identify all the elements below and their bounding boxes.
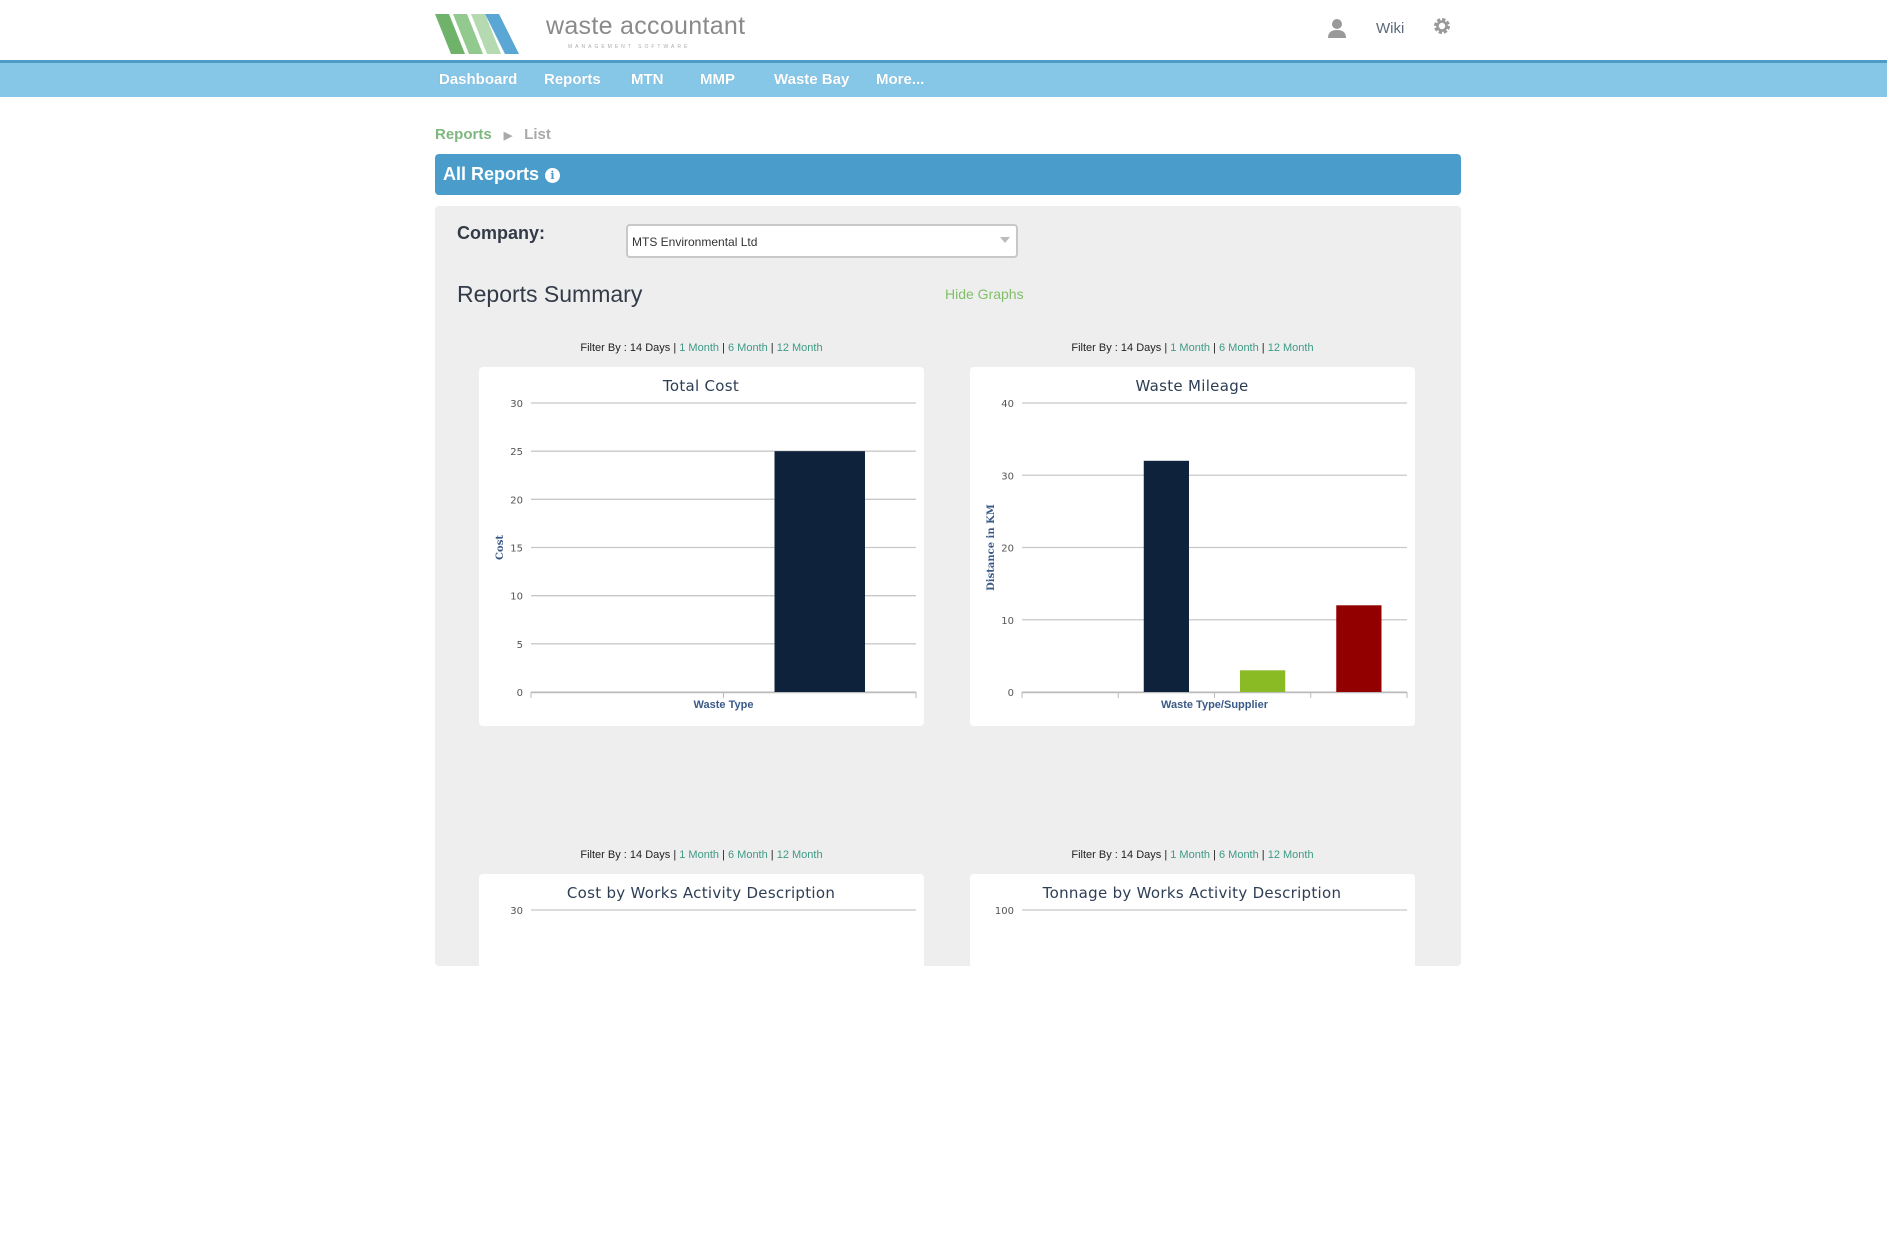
- filter-option[interactable]: 1 Month: [679, 342, 719, 354]
- main-nav: Dashboard Reports MTN MMP Waste Bay More…: [0, 60, 1887, 97]
- filter-14-days[interactable]: 14 Days: [1120, 849, 1162, 861]
- wiki-link[interactable]: Wiki: [1376, 20, 1405, 37]
- chart-card: Waste Mileage 0 10 20 30 40 Waste Type/Supplie…: [970, 367, 1415, 726]
- gear-icon[interactable]: [1433, 17, 1451, 35]
- filter-bar: Filter By : 14 Days | 1 Month | 6 Month …: [580, 342, 823, 354]
- bar: [1240, 670, 1286, 692]
- breadcrumb-reports[interactable]: Reports: [435, 126, 492, 143]
- y-tick-label: 30: [1001, 471, 1014, 482]
- chevron-down-icon: [1000, 237, 1010, 243]
- hide-graphs-link[interactable]: Hide Graphs: [945, 286, 1024, 302]
- breadcrumb: Reports ▶ List: [435, 126, 551, 143]
- chart-title: Cost by Works Activity Description: [567, 884, 835, 902]
- chart: Waste Mileage 0 10 20 30 40 Waste Type/Supplie…: [986, 377, 1408, 711]
- bar: [774, 451, 865, 692]
- company-select[interactable]: MTS Environmental Ltd: [626, 224, 1018, 258]
- logo[interactable]: [435, 14, 529, 54]
- y-tick-label: 0: [517, 688, 523, 699]
- filter-option[interactable]: 12 Month: [776, 849, 823, 861]
- y-tick-label: 5: [517, 640, 523, 651]
- breadcrumb-arrow-icon: ▶: [503, 130, 513, 142]
- filter-prefix: Filter By :: [1071, 342, 1118, 354]
- brand-subtitle: MANAGEMENT SOFTWARE: [568, 44, 691, 50]
- section-title: All Reports: [443, 164, 540, 184]
- summary-title: Reports Summary: [457, 281, 643, 307]
- chart-card: Cost by Works Activity Description 30: [479, 874, 924, 1233]
- filter-prefix: Filter By :: [1071, 849, 1118, 861]
- filter-option[interactable]: 6 Month: [1218, 342, 1259, 354]
- chart: Total Cost 0 5 10 15 20 25 30 Waste Type Cost: [495, 377, 917, 711]
- chart-title: Waste Mileage: [1135, 377, 1248, 395]
- y-tick-label: 25: [510, 447, 523, 458]
- nav-more[interactable]: More...: [876, 71, 925, 88]
- filter-bar: Filter By : 14 Days | 1 Month | 6 Month …: [1071, 849, 1314, 861]
- user-icon[interactable]: [1327, 18, 1347, 38]
- filter-bar: Filter By : 14 Days | 1 Month | 6 Month …: [580, 849, 823, 861]
- filter-option[interactable]: 12 Month: [1267, 849, 1314, 861]
- chart: Cost by Works Activity Description 30: [510, 884, 916, 917]
- breadcrumb-current: List: [524, 126, 551, 143]
- y-axis-label: Cost: [495, 535, 506, 560]
- filter-prefix: Filter By :: [580, 849, 627, 861]
- nav-mmp[interactable]: MMP: [700, 71, 735, 88]
- y-tick-label: 10: [510, 592, 523, 603]
- y-tick-label: 0: [1008, 688, 1014, 699]
- y-axis-label: Distance in KM: [986, 504, 997, 591]
- bar: [1336, 605, 1382, 692]
- filter-14-days[interactable]: 14 Days: [629, 342, 671, 354]
- chart-title: Total Cost: [662, 377, 739, 395]
- y-tick-label: 30: [510, 906, 523, 917]
- nav-reports[interactable]: Reports: [544, 71, 601, 88]
- filter-14-days[interactable]: 14 Days: [629, 849, 671, 861]
- y-tick-label: 100: [995, 906, 1014, 917]
- header: waste accountant MANAGEMENT SOFTWARE Wik…: [0, 0, 1887, 60]
- filter-option[interactable]: 1 Month: [1170, 342, 1210, 354]
- filter-option[interactable]: 1 Month: [1170, 849, 1210, 861]
- nav-dashboard[interactable]: Dashboard: [439, 71, 518, 88]
- chart-card: Total Cost 0 5 10 15 20 25 30 Waste Type Cost: [479, 367, 924, 726]
- info-icon[interactable]: i: [545, 168, 561, 183]
- filter-option[interactable]: 6 Month: [727, 342, 768, 354]
- filter-bar: Filter By : 14 Days | 1 Month | 6 Month …: [1071, 342, 1314, 354]
- company-label: Company:: [457, 223, 546, 243]
- nav-mtn[interactable]: MTN: [631, 71, 664, 88]
- y-tick-label: 20: [1001, 544, 1014, 555]
- company-value: MTS Environmental Ltd: [632, 235, 758, 249]
- y-tick-label: 30: [510, 399, 523, 410]
- filter-option[interactable]: 12 Month: [776, 342, 823, 354]
- filter-option[interactable]: 1 Month: [679, 849, 719, 861]
- y-tick-label: 10: [1001, 616, 1014, 627]
- y-tick-label: 40: [1001, 399, 1014, 410]
- y-tick-label: 20: [510, 495, 523, 506]
- x-axis-label: Waste Type: [694, 699, 754, 711]
- filter-option[interactable]: 12 Month: [1267, 342, 1314, 354]
- bar: [1143, 460, 1189, 692]
- section-header: All Reports i: [435, 154, 1461, 195]
- filter-prefix: Filter By :: [580, 342, 627, 354]
- brand-name: waste accountant: [546, 12, 746, 40]
- filter-option[interactable]: 6 Month: [1218, 849, 1259, 861]
- chart-title: Tonnage by Works Activity Description: [1042, 884, 1342, 902]
- chart-card: Tonnage by Works Activity Description 100: [970, 874, 1415, 1233]
- x-axis-label: Waste Type/Supplier: [1161, 699, 1269, 711]
- nav-waste-bay[interactable]: Waste Bay: [774, 71, 850, 88]
- filter-14-days[interactable]: 14 Days: [1120, 342, 1162, 354]
- chart: Tonnage by Works Activity Description 100: [995, 884, 1407, 917]
- filter-option[interactable]: 6 Month: [727, 849, 768, 861]
- y-tick-label: 15: [510, 544, 523, 555]
